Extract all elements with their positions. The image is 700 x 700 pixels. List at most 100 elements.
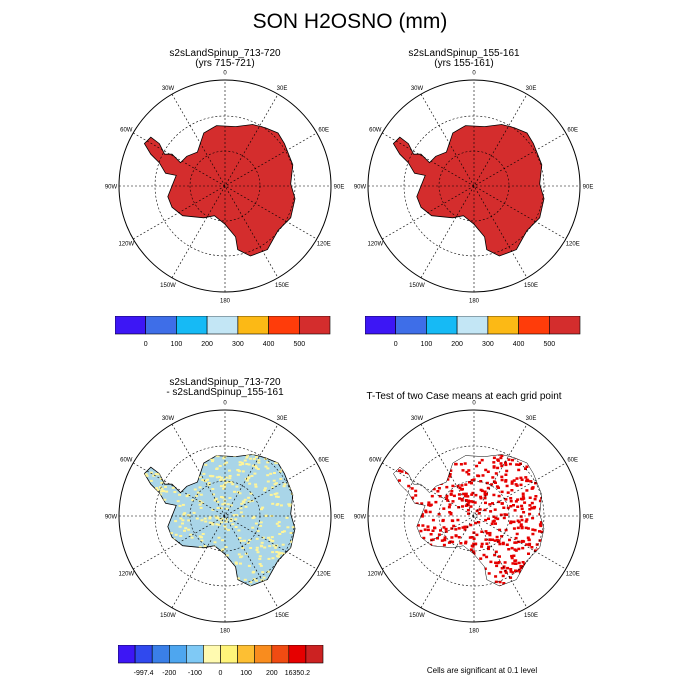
colorbar-swatch — [268, 316, 300, 335]
lon-label: 150W — [409, 613, 425, 619]
colorbar-label: 16350.2 — [285, 670, 310, 677]
colorbar-swatch — [206, 316, 239, 335]
colorbar-swatch — [254, 645, 273, 664]
lon-label: 150W — [160, 283, 176, 289]
colorbar-label: 500 — [543, 341, 555, 348]
map-panel-1: 0 30E 60E 90E 120E 150E 180 150W 120W 90W 60W 30W — [105, 71, 345, 305]
panel-2-title-line1: s2sLandSpinup_155-161 — [408, 48, 520, 59]
colorbar-label: 300 — [482, 341, 494, 348]
lon-label: 30W — [411, 86, 424, 92]
lon-label: 150E — [524, 283, 538, 289]
lon-label: 150E — [275, 613, 289, 619]
lon-label: 90E — [334, 515, 345, 521]
lon-label: 150E — [524, 613, 538, 619]
lon-label: 150E — [275, 283, 289, 289]
colorbar-label: 200 — [201, 341, 213, 348]
map-panel-4: 0 30E 60E 90E 120E 150E 180 150W 120W 90W 60W 30W — [354, 401, 594, 635]
lon-label: 90E — [583, 185, 594, 191]
colorbar-label: 400 — [513, 341, 525, 348]
colorbar-3: -997.4 -200 -100 0 100 200 16350.2 — [118, 645, 324, 677]
colorbar-swatch — [271, 645, 290, 664]
colorbar-swatch — [203, 645, 221, 664]
colorbar-swatch — [299, 316, 331, 335]
colorbar-swatch — [151, 645, 170, 664]
lon-label: 30W — [162, 416, 175, 422]
colorbar-label: 100 — [421, 341, 433, 348]
map-border-3 — [118, 409, 332, 623]
lon-label: 150W — [160, 613, 176, 619]
lon-label: 180 — [220, 299, 231, 305]
panel-4-title: T-Test of two Case means at each grid po… — [344, 392, 584, 402]
colorbar-swatch — [549, 316, 581, 335]
lon-label: 30W — [162, 86, 175, 92]
lon-label: 0 — [472, 401, 476, 407]
panel-3-title-line2: - s2sLandSpinup_155-161 — [166, 387, 284, 398]
panel-1-title: s2sLandSpinup_713-720 (yrs 715-721) — [105, 49, 345, 69]
colorbar-swatch — [305, 645, 324, 664]
lon-label: 30E — [526, 416, 537, 422]
lon-label: 60W — [369, 458, 382, 464]
colorbar-swatch — [186, 645, 204, 664]
lon-label: 30E — [277, 86, 288, 92]
lon-label: 60W — [120, 458, 133, 464]
lon-label: 60E — [567, 458, 578, 464]
continent-fill-1 — [143, 124, 296, 257]
lon-label: 120W — [118, 242, 134, 248]
colorbar-swatch — [456, 316, 489, 335]
lon-label: 120E — [566, 572, 580, 578]
colorbar-label: 200 — [451, 341, 463, 348]
colorbar-swatch — [365, 316, 397, 335]
lon-label: 60E — [318, 128, 329, 134]
lon-label: 150W — [409, 283, 425, 289]
lon-label: 30E — [277, 416, 288, 422]
colorbar-label: -100 — [188, 670, 202, 677]
colorbar-swatch — [288, 645, 307, 664]
lon-label: 60E — [567, 128, 578, 134]
lon-label: 90W — [354, 515, 367, 521]
colorbar-2: 0 100 200 300 400 500 — [365, 316, 581, 348]
colorbar-swatch — [176, 316, 208, 335]
colorbar-label: -997.4 — [134, 670, 154, 677]
continent-fill-2 — [392, 124, 545, 257]
colorbar-swatch — [168, 645, 187, 664]
panel-4-title-line1: T-Test of two Case means at each grid po… — [366, 391, 562, 402]
colorbar-swatch — [220, 645, 238, 664]
colorbar-label: -200 — [162, 670, 176, 677]
lon-label: 120E — [566, 242, 580, 248]
colorbar-swatch — [426, 316, 458, 335]
significance-cells — [393, 454, 544, 586]
lon-label: 90E — [334, 185, 345, 191]
lon-label: 180 — [220, 629, 231, 635]
colorbar-swatch — [115, 316, 147, 335]
panel-1-title-line1: s2sLandSpinup_713-720 — [169, 48, 281, 59]
panel-2-title: s2sLandSpinup_155-161 (yrs 155-161) — [344, 49, 584, 69]
lon-label: 60W — [120, 128, 133, 134]
colorbar-1: 0 100 200 300 400 500 — [115, 316, 331, 348]
colorbar-label: 0 — [144, 341, 148, 348]
lon-label: 90W — [105, 515, 118, 521]
lon-label: 120W — [367, 242, 383, 248]
colorbar-swatch — [518, 316, 550, 335]
lon-label: 180 — [469, 629, 480, 635]
map-border-1 — [118, 79, 332, 293]
map-border-2 — [367, 79, 581, 293]
colorbar-swatch — [487, 316, 519, 335]
lon-label: 0 — [223, 71, 227, 77]
colorbar-swatch — [134, 645, 153, 664]
lon-label: 120E — [317, 242, 331, 248]
lon-label: 60W — [369, 128, 382, 134]
lon-label: 30W — [411, 416, 424, 422]
colorbar-label: 200 — [266, 670, 278, 677]
colorbar-label: 100 — [240, 670, 252, 677]
lon-label: 90E — [583, 515, 594, 521]
colorbar-swatch — [145, 316, 177, 335]
lon-label: 120E — [317, 572, 331, 578]
colorbar-swatch — [237, 645, 255, 664]
colorbar-label: 0 — [219, 670, 223, 677]
colorbar-label: 500 — [293, 341, 305, 348]
lon-label: 0 — [472, 71, 476, 77]
lon-label: 180 — [469, 299, 480, 305]
lon-label: 120W — [367, 572, 383, 578]
lon-label: 60E — [318, 458, 329, 464]
